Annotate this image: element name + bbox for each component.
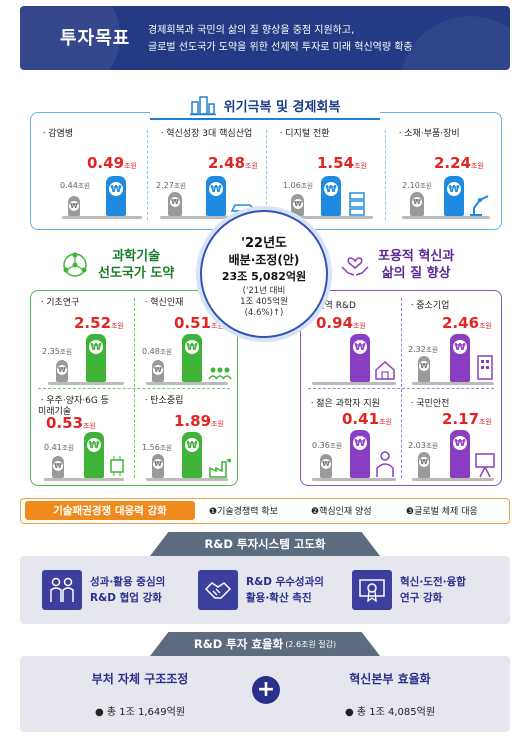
header-banner: 투자목표 경제회복과 국민의 삶의 질 향상을 중점 지원하고, 글로벌 선도국…: [20, 6, 510, 70]
system-item-innovation: 혁신·도전·융합 연구 강화: [352, 568, 466, 612]
presentation-icon: [475, 453, 495, 478]
handshake-icon: [204, 582, 232, 599]
inclusive-item-sme: ㆍ중소기업 2.46조원 2.32조원 ₩ ₩: [402, 292, 500, 387]
strip-item-1: ❶기술경쟁력 확보: [209, 507, 278, 517]
efficiency-title: R&D 투자 효율화 (2.6조원 절감): [150, 632, 380, 656]
system-panel: [20, 556, 510, 624]
strip-item-2: ❷핵심인재 양성: [311, 507, 372, 517]
system-title: R&D 투자시스템 고도화: [150, 532, 380, 556]
inclusive-item-regional-rd: ㆍ지역 R&D 0.94조원 ₩: [302, 292, 400, 387]
tech-competition-strip: 기술패권경쟁 대응력 강화 ❶기술경쟁력 확보 ❷핵심인재 양성 ❸글로벌 체제…: [20, 498, 510, 524]
crisis-item-materials: ㆍ소재·부품·장비 2.24조원 2.10조원 ₩ ₩: [388, 120, 501, 224]
people-icon: [50, 577, 74, 602]
crisis-section-title: 위기극복 및 경제회복: [150, 92, 380, 120]
hands-heart-icon: [341, 257, 369, 276]
scientist-icon: [376, 451, 394, 477]
chip-icon: [110, 456, 124, 476]
certificate-icon: [359, 579, 385, 603]
crisis-item-digital: ㆍ디지털 전환 1.54조원 1.06조원 ₩ ₩: [269, 120, 382, 224]
science-section-title: 과학기술 선도국가 도약: [60, 248, 174, 282]
crisis-item-core-industries: ㆍ혁신성장 3대 핵심산업 2.48조원 2.27조원 ₩ ₩: [150, 120, 263, 224]
network-icon: [63, 252, 87, 277]
building-icon: [477, 355, 493, 380]
system-item-diffusion: R&D 우수성과의 활용·확산 촉진: [198, 568, 324, 612]
plus-icon: +: [252, 676, 280, 704]
robot-arm-icon: [470, 195, 489, 216]
people-group-icon: [208, 367, 232, 380]
total-budget-badge: '22년도 배분·조정(안) 23조 5,082억원 ('21년 대비 1조 4…: [200, 210, 328, 338]
efficiency-ministry: 부처 자체 구조조정 ● 총 1조 4,085억원 ● 총 1조 1,649억원: [91, 672, 189, 718]
inclusive-section-title: 포용적 혁신과 삶의 질 향상: [340, 248, 454, 282]
tech-competition-label: 기술패권경쟁 대응력 강화: [25, 501, 195, 520]
system-item-collaboration: 성과·활용 중심의 R&D 협업 강화: [42, 568, 165, 612]
crisis-item-infectious-disease: ㆍ감염병 0.49조원 0.44조원 ₩ ₩: [32, 120, 145, 224]
header-title: 투자목표: [60, 28, 131, 49]
header-description: 경제회복과 국민의 삶의 질 향상을 중점 지원하고, 글로벌 선도국가 도약을…: [148, 25, 413, 53]
science-item-future-tech: ㆍ우주·양자·6G 등 미래기술 0.53조원 0.41조원 ₩ ₩: [32, 390, 132, 485]
house-icon: [375, 360, 395, 380]
inclusive-item-public-safety: ㆍ국민안전 2.17조원 2.03조원 ₩ ₩: [402, 390, 500, 485]
server-icon: [349, 192, 365, 216]
science-item-talent: ㆍ혁신인재 0.51조원 0.48조원 ₩ ₩: [136, 292, 236, 387]
science-item-carbon-neutral: ㆍ탄소중립 1.89조원 1.56조원 ₩ ₩: [136, 390, 236, 485]
inclusive-item-young-scientists: ㆍ젊은 과학자 지원 0.41조원 0.36조원 ₩ ₩: [302, 390, 400, 485]
strip-item-3: ❸글로벌 체제 대응: [406, 507, 478, 517]
factory-leaf-icon: [209, 458, 231, 478]
efficiency-hq: 혁신본부 효율화 ● 총 1조 4,085억원: [344, 672, 436, 718]
science-section: [30, 290, 238, 486]
inclusive-section: [300, 290, 502, 486]
city-icon: [189, 96, 216, 116]
science-item-basic-research: ㆍ기초연구 2.52조원 2.35조원 ₩ ₩: [32, 292, 132, 387]
